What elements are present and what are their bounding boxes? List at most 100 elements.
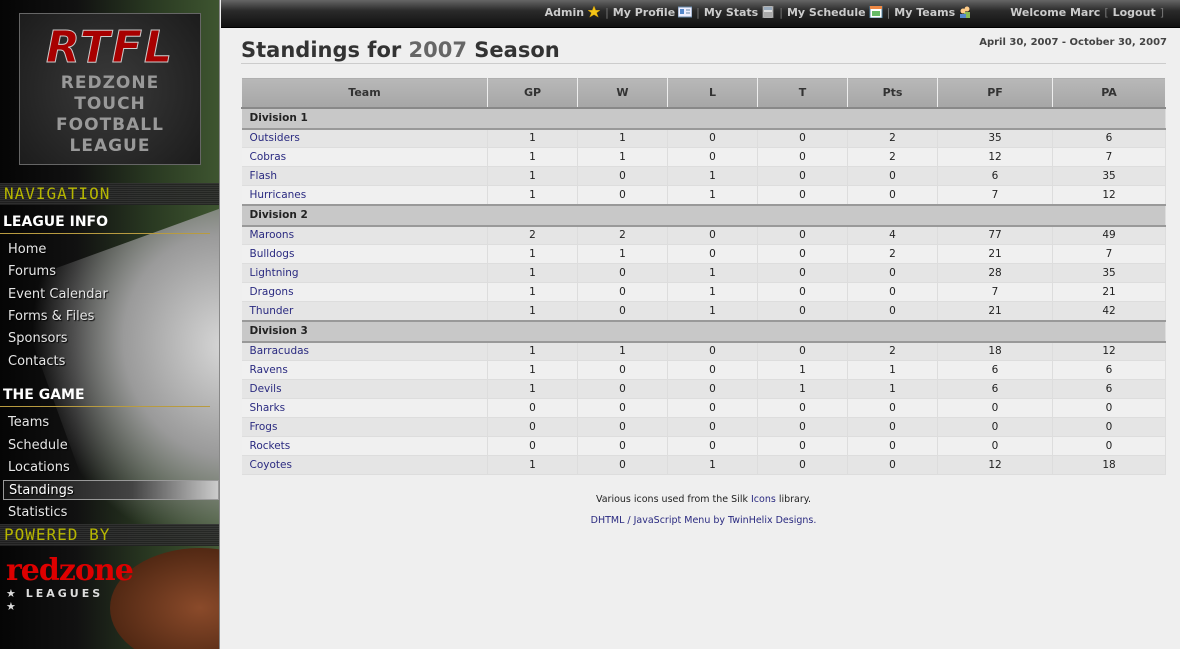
team-link[interactable]: Ravens bbox=[241, 360, 488, 380]
topbar-link-my-schedule[interactable]: My Schedule bbox=[787, 6, 883, 19]
stat-pa: 7 bbox=[1052, 244, 1166, 264]
nav-item-contacts[interactable]: Contacts bbox=[8, 354, 66, 369]
column-header-gp[interactable]: GP bbox=[487, 77, 578, 109]
table-row: Devils 1 0 0 1 1 6 6 bbox=[241, 379, 1166, 399]
stat-pf: 6 bbox=[937, 379, 1053, 399]
stat-t: 0 bbox=[757, 398, 848, 418]
stat-pf: 6 bbox=[937, 360, 1053, 380]
stat-gp: 1 bbox=[487, 341, 578, 361]
twinhelix-link[interactable]: DHTML / JavaScript Menu by TwinHelix Des… bbox=[590, 515, 817, 526]
stat-gp: 1 bbox=[487, 128, 578, 148]
team-link[interactable]: Outsiders bbox=[241, 128, 488, 148]
column-header-pf[interactable]: PF bbox=[937, 77, 1053, 109]
topbar-link-my-teams[interactable]: My Teams bbox=[894, 6, 972, 19]
nav-item-event-calendar[interactable]: Event Calendar bbox=[8, 287, 108, 302]
nav-item-schedule[interactable]: Schedule bbox=[8, 438, 68, 453]
column-header-w[interactable]: W bbox=[577, 77, 668, 109]
team-link[interactable]: Devils bbox=[241, 379, 488, 399]
column-header-team[interactable]: Team bbox=[241, 77, 488, 109]
team-link[interactable]: Coyotes bbox=[241, 455, 488, 475]
division-row: Division 1 bbox=[241, 106, 1166, 130]
powered-by-label: POWERED BY bbox=[0, 524, 219, 546]
stat-pts: 0 bbox=[847, 263, 938, 283]
silk-icons-link[interactable]: Icons bbox=[750, 494, 776, 505]
stat-pa: 0 bbox=[1052, 398, 1166, 418]
stat-pts: 0 bbox=[847, 455, 938, 475]
logout-link[interactable]: Logout bbox=[1112, 6, 1156, 19]
stat-l: 1 bbox=[667, 185, 758, 205]
team-link[interactable]: Sharks bbox=[241, 398, 488, 418]
team-link[interactable]: Barracudas bbox=[241, 341, 488, 361]
stat-w: 0 bbox=[577, 301, 668, 321]
division-name: Division 1 bbox=[241, 106, 1166, 130]
stat-l: 0 bbox=[667, 244, 758, 264]
stat-l: 0 bbox=[667, 225, 758, 245]
topbar-link-my-profile[interactable]: My Profile bbox=[613, 6, 693, 19]
topbar-link-my-stats[interactable]: My Stats bbox=[704, 6, 775, 19]
stat-pts: 1 bbox=[847, 360, 938, 380]
stat-pts: 0 bbox=[847, 301, 938, 321]
stat-pts: 0 bbox=[847, 282, 938, 302]
nav-item-home[interactable]: Home bbox=[8, 242, 47, 257]
league-logo[interactable]: RTFL REDZONE TOUCH FOOTBALL LEAGUE bbox=[19, 13, 201, 165]
team-link[interactable]: Frogs bbox=[241, 417, 488, 437]
team-link[interactable]: Dragons bbox=[241, 282, 488, 302]
stat-l: 1 bbox=[667, 455, 758, 475]
stat-l: 0 bbox=[667, 417, 758, 437]
division-row: Division 2 bbox=[241, 203, 1166, 227]
stat-gp: 1 bbox=[487, 301, 578, 321]
calculator-icon bbox=[758, 6, 775, 19]
stat-gp: 1 bbox=[487, 379, 578, 399]
stat-pts: 0 bbox=[847, 417, 938, 437]
nav-item-sponsors[interactable]: Sponsors bbox=[8, 331, 68, 346]
stat-pf: 35 bbox=[937, 128, 1053, 148]
column-header-pa[interactable]: PA bbox=[1052, 77, 1166, 109]
stat-w: 0 bbox=[577, 166, 668, 186]
stat-t: 0 bbox=[757, 417, 848, 437]
footer-text: Various icons used from the Silk bbox=[595, 494, 751, 505]
team-link[interactable]: Lightning bbox=[241, 263, 488, 283]
column-header-l[interactable]: L bbox=[667, 77, 758, 109]
team-link[interactable]: Bulldogs bbox=[241, 244, 488, 264]
stat-w: 0 bbox=[577, 282, 668, 302]
nav-item-locations[interactable]: Locations bbox=[8, 460, 70, 475]
logo-line: LEAGUE bbox=[69, 136, 151, 156]
nav-item-forums[interactable]: Forums bbox=[8, 264, 56, 279]
topbar-link-admin[interactable]: Admin bbox=[545, 6, 601, 19]
team-link[interactable]: Rockets bbox=[241, 436, 488, 456]
stat-t: 0 bbox=[757, 244, 848, 264]
stat-pts: 2 bbox=[847, 244, 938, 264]
team-link[interactable]: Cobras bbox=[241, 147, 488, 167]
stat-t: 0 bbox=[757, 147, 848, 167]
welcome-text: Welcome Marc bbox=[1010, 6, 1101, 19]
stat-pa: 7 bbox=[1052, 147, 1166, 167]
team-link[interactable]: Thunder bbox=[241, 301, 488, 321]
team-link[interactable]: Hurricanes bbox=[241, 185, 488, 205]
nav-item-standings[interactable]: Standings bbox=[3, 480, 219, 500]
logo-line: REDZONE bbox=[60, 73, 160, 93]
table-row: Hurricanes 1 0 1 0 0 7 12 bbox=[241, 185, 1166, 205]
separator: | bbox=[696, 6, 700, 19]
nav-item-statistics[interactable]: Statistics bbox=[8, 505, 68, 520]
stat-w: 0 bbox=[577, 417, 668, 437]
nav-item-teams[interactable]: Teams bbox=[8, 415, 50, 430]
stat-w: 1 bbox=[577, 128, 668, 148]
team-link[interactable]: Flash bbox=[241, 166, 488, 186]
nav-item-forms-files[interactable]: Forms & Files bbox=[8, 309, 95, 324]
stat-l: 0 bbox=[667, 398, 758, 418]
redzone-leagues-logo[interactable]: redzone ★ LEAGUES ★ bbox=[6, 555, 134, 614]
stat-t: 0 bbox=[757, 185, 848, 205]
stat-gp: 1 bbox=[487, 147, 578, 167]
column-header-t[interactable]: T bbox=[757, 77, 848, 109]
team-link[interactable]: Maroons bbox=[241, 225, 488, 245]
stat-pa: 6 bbox=[1052, 360, 1166, 380]
stat-pa: 12 bbox=[1052, 341, 1166, 361]
stat-l: 0 bbox=[667, 379, 758, 399]
stat-pts: 2 bbox=[847, 341, 938, 361]
nav-section-the-game: THE GAME bbox=[0, 387, 210, 407]
stat-w: 1 bbox=[577, 244, 668, 264]
stat-gp: 1 bbox=[487, 244, 578, 264]
season-year: 2007 bbox=[408, 38, 467, 62]
stat-l: 0 bbox=[667, 147, 758, 167]
column-header-pts[interactable]: Pts bbox=[847, 77, 938, 109]
